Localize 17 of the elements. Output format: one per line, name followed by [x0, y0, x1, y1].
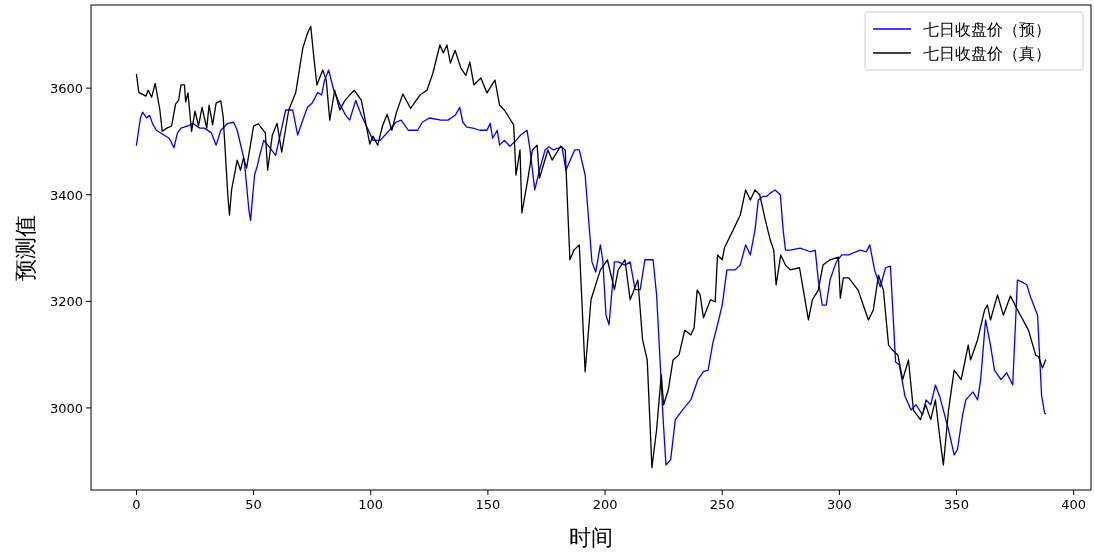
x-axis-title: 时间: [569, 525, 613, 550]
x-tick-label: 400: [1061, 497, 1087, 512]
x-tick-label: 50: [245, 497, 262, 512]
x-tick-label: 150: [475, 497, 501, 512]
x-tick-label: 300: [826, 497, 852, 512]
legend-label: 七日收盘价（预）: [923, 20, 1051, 39]
x-tick-label: 350: [944, 497, 969, 512]
y-tick-label: 3200: [49, 294, 83, 310]
x-tick-label: 100: [358, 497, 384, 512]
x-tick-label: 200: [592, 497, 618, 512]
y-tick-label: 3000: [49, 400, 83, 416]
y-tick-label: 3400: [49, 187, 83, 203]
y-axis-title: 预测值: [13, 214, 38, 281]
x-tick-label: 0: [132, 497, 141, 512]
y-tick-label: 3600: [49, 81, 83, 97]
x-tick-label: 250: [709, 497, 735, 512]
legend-label: 七日收盘价（真）: [923, 44, 1051, 63]
